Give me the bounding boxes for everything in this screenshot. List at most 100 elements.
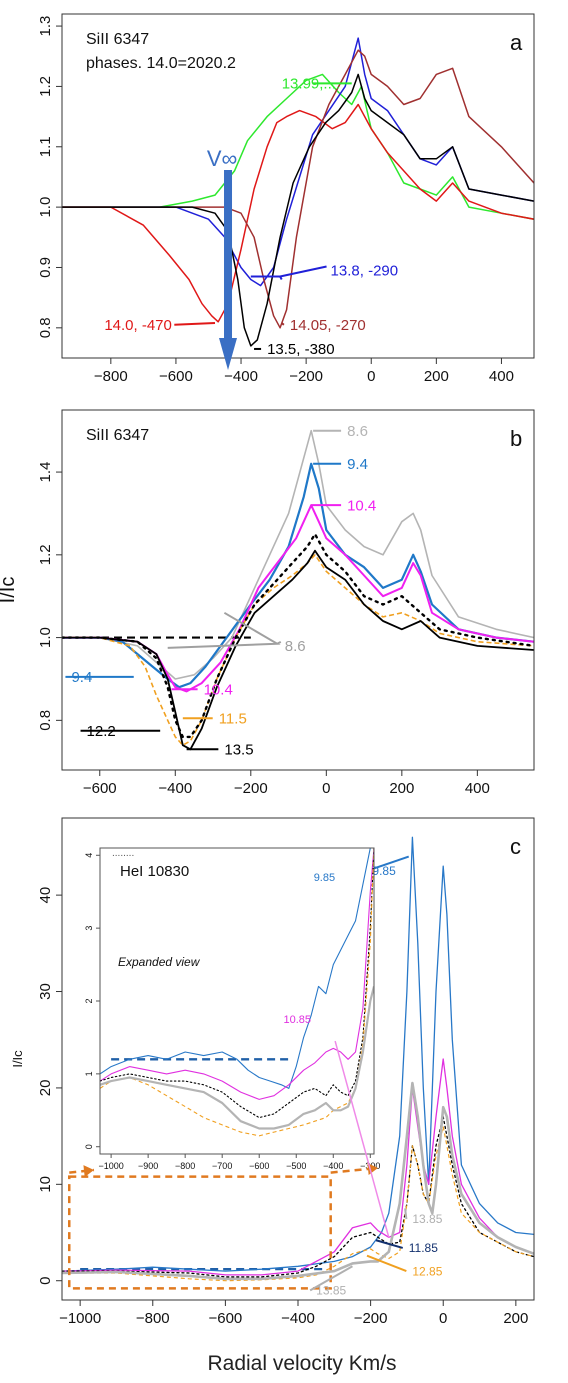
- panel-b-annotation-label: 12.2: [87, 723, 116, 740]
- panel-c-series-11-85: [62, 1116, 534, 1278]
- panel-b-x-tick-label: 0: [322, 780, 330, 797]
- panel-c-annotation-label: 13.85: [412, 1212, 442, 1226]
- panel-a-series-14-0-470: [62, 103, 534, 323]
- panel-a-annotation-label: 13.99,....: [282, 76, 340, 93]
- panel-b-series-11-5: [62, 554, 534, 746]
- inset-x-tick-label: −500: [286, 1161, 306, 1171]
- inset-y-tick-label: 0: [84, 1144, 94, 1149]
- panel-c-y-tick-label: 10: [37, 1176, 54, 1193]
- panel-a-x-tick-label: −200: [289, 368, 323, 385]
- panel-c-x-tick-label: 0: [439, 1310, 447, 1327]
- inset-y-tick-label: 3: [84, 926, 94, 931]
- panel-a-y-tick-label: 1.2: [37, 76, 54, 97]
- vinf-arrow-head: [219, 338, 238, 370]
- panel-a-title-line: phases. 14.0=2020.2: [86, 55, 236, 72]
- panel-c-annotation-label: 9.85: [372, 864, 396, 878]
- inset-series-9-85: [100, 848, 374, 1089]
- panel-a-y-tick-label: 1.0: [37, 197, 54, 218]
- panel-a-annotation-leader: [281, 322, 285, 326]
- inset-annotation-label: 9.85: [314, 872, 335, 884]
- panel-c-annotation-label: 11.85: [409, 1241, 438, 1255]
- panel-a-x-tick-label: 400: [489, 368, 514, 385]
- panel-b-annotation-label: 10.4: [347, 497, 376, 514]
- vinf-label: V∞: [207, 146, 237, 171]
- panel-c-y-tick-label: 30: [37, 983, 54, 1000]
- panel-a-annotation-label: 13.5, -380: [267, 341, 335, 358]
- panel-c-x-tick-label: −1000: [59, 1310, 101, 1327]
- inset-x-tick-label: −900: [138, 1161, 158, 1171]
- panel-c-annotation-label: 12.85: [412, 1264, 442, 1278]
- panel-b-x-tick-label: 400: [465, 780, 490, 797]
- panel-b-series-12-2: [62, 532, 534, 739]
- panel-b-series-10-4: [62, 504, 534, 693]
- inset-y-tick-label: 4: [84, 853, 94, 858]
- panel-c-letter: c: [510, 834, 521, 859]
- inset-series-13-85: [100, 986, 374, 1130]
- panel-a-letter: a: [510, 30, 523, 55]
- panel-b-letter: b: [510, 426, 522, 451]
- zoom-connector: [69, 1168, 95, 1174]
- panel-b-annotation-label: 10.4: [204, 682, 233, 699]
- panel-a-title-line: SiII 6347: [86, 31, 149, 48]
- zoom-connector-arrowhead: [83, 1165, 94, 1178]
- panel-a-y-tick-label: 0.9: [37, 257, 54, 278]
- inset-y-tick-label: 2: [84, 998, 94, 1003]
- panel-b-frame: [61, 409, 535, 771]
- panel-a-x-tick-label: −400: [224, 368, 258, 385]
- panel-b-annotation-leader: [276, 640, 282, 645]
- panel-c-x-tick-label: −800: [136, 1310, 170, 1327]
- panel-a-annotation-label: 14.05, -270: [290, 317, 366, 334]
- panel-b-series-8-6: [62, 429, 534, 680]
- panel-c-series-group: [62, 836, 534, 1282]
- vinf-arrow-shaft: [224, 170, 233, 340]
- panel-c-annotation-leader: [366, 1254, 407, 1273]
- panel-b-annotation-label: 11.5: [219, 711, 247, 728]
- panel-b-series-group: [62, 429, 534, 751]
- panel-b-x-tick-label: −200: [234, 780, 268, 797]
- panel-c-y-tick-label: 20: [37, 1080, 54, 1097]
- inset-pointer-line: [334, 1040, 390, 1238]
- panel-a-x-tick-label: −800: [94, 368, 128, 385]
- inset-x-tick-label: −400: [323, 1161, 343, 1171]
- panel-a-x-tick-label: −600: [159, 368, 193, 385]
- panel-b-annotation-label: 8.6: [347, 423, 368, 440]
- panel-b-y-tick-label: 1.4: [37, 462, 54, 483]
- panel-b-y-tick-label: 1.2: [37, 544, 54, 565]
- panel-c-annotation-label: 13.85: [316, 1284, 346, 1298]
- panel-b-title-line: SiII 6347: [86, 427, 149, 444]
- panel-b-annotation-label: 9.4: [71, 669, 92, 686]
- panel-c-series-9-85: [62, 836, 534, 1272]
- panel-b-series-9-4: [62, 462, 534, 689]
- panel-b-x-tick-label: 200: [389, 780, 414, 797]
- panel-a-y-tick-label: 0.8: [37, 317, 54, 338]
- panel-b: −600 −400 −200 0 200 400 0.8 1.0 1.2 1.4 b SiII 634…: [0, 409, 535, 797]
- panel-b-series-13-5: [62, 549, 534, 751]
- inset-series-10-85: [100, 848, 374, 1100]
- panel-a-annotation-label: 14.0, -470: [104, 317, 172, 334]
- zoom-connector-arrowhead: [367, 1162, 378, 1175]
- inset-y-tick-label: 1: [84, 1071, 94, 1076]
- panel-b-y-axis-label: I/Ic: [0, 577, 19, 604]
- panel-a-series-14-05-270: [62, 49, 534, 329]
- panel-a-frame: [61, 13, 535, 359]
- panel-c-y-tick-label: 0: [37, 1277, 54, 1285]
- panel-c-annotation-leader: [375, 1239, 404, 1249]
- panel-c: −1000 −800 −600 −400 −200 0 200010203040cI/Ic9…: [10, 817, 535, 1327]
- inset-series-group: [100, 848, 374, 1137]
- inset-legend-stub: ........: [112, 848, 134, 859]
- inset: −1000−900−800−700−600−500−400−30001234..…: [84, 847, 380, 1171]
- panel-a-y-tick-label: 1.3: [37, 16, 54, 37]
- panel-c-x-tick-label: −200: [354, 1310, 388, 1327]
- panel-c-annotation-leader: [309, 1265, 353, 1292]
- panel-a-series-13-5-380: [62, 73, 534, 347]
- panel-b-x-tick-label: −400: [158, 780, 192, 797]
- panel-b-y-tick-label: 0.8: [37, 710, 54, 731]
- panel-a-x-tick-label: 200: [424, 368, 449, 385]
- inset-title: HeI 10830: [120, 863, 189, 880]
- panel-a-x-tick-label: 0: [367, 368, 375, 385]
- inset-x-tick-label: −700: [212, 1161, 232, 1171]
- panel-b-annotation-label: 13.5: [224, 742, 253, 759]
- panel-a-annotation-leader: [174, 321, 216, 326]
- inset-x-tick-label: −600: [249, 1161, 269, 1171]
